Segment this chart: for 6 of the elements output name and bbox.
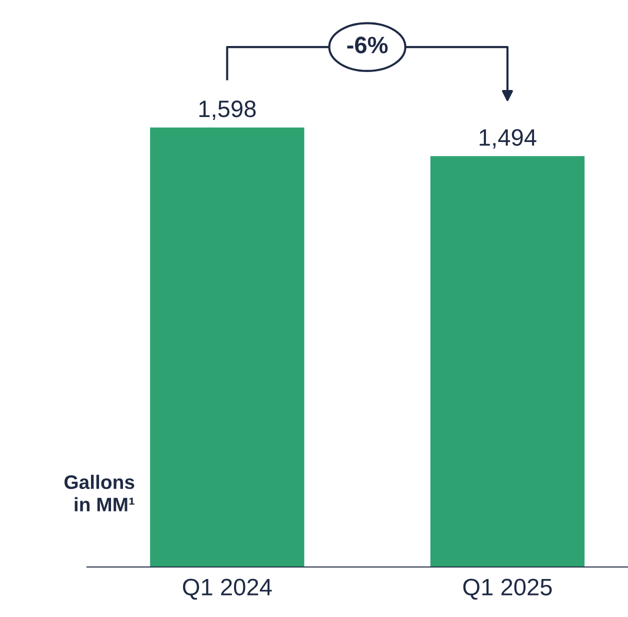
data-label: 1,598	[199, 100, 256, 120]
text: -6%	[347, 36, 388, 54]
y-axis-title: Gallons in MM¹	[64, 474, 134, 512]
data-label: 1,494	[480, 129, 536, 149]
x-tick-label: Q1 2024	[182, 578, 272, 600]
x-tick-label: Q1 2025	[463, 578, 552, 600]
